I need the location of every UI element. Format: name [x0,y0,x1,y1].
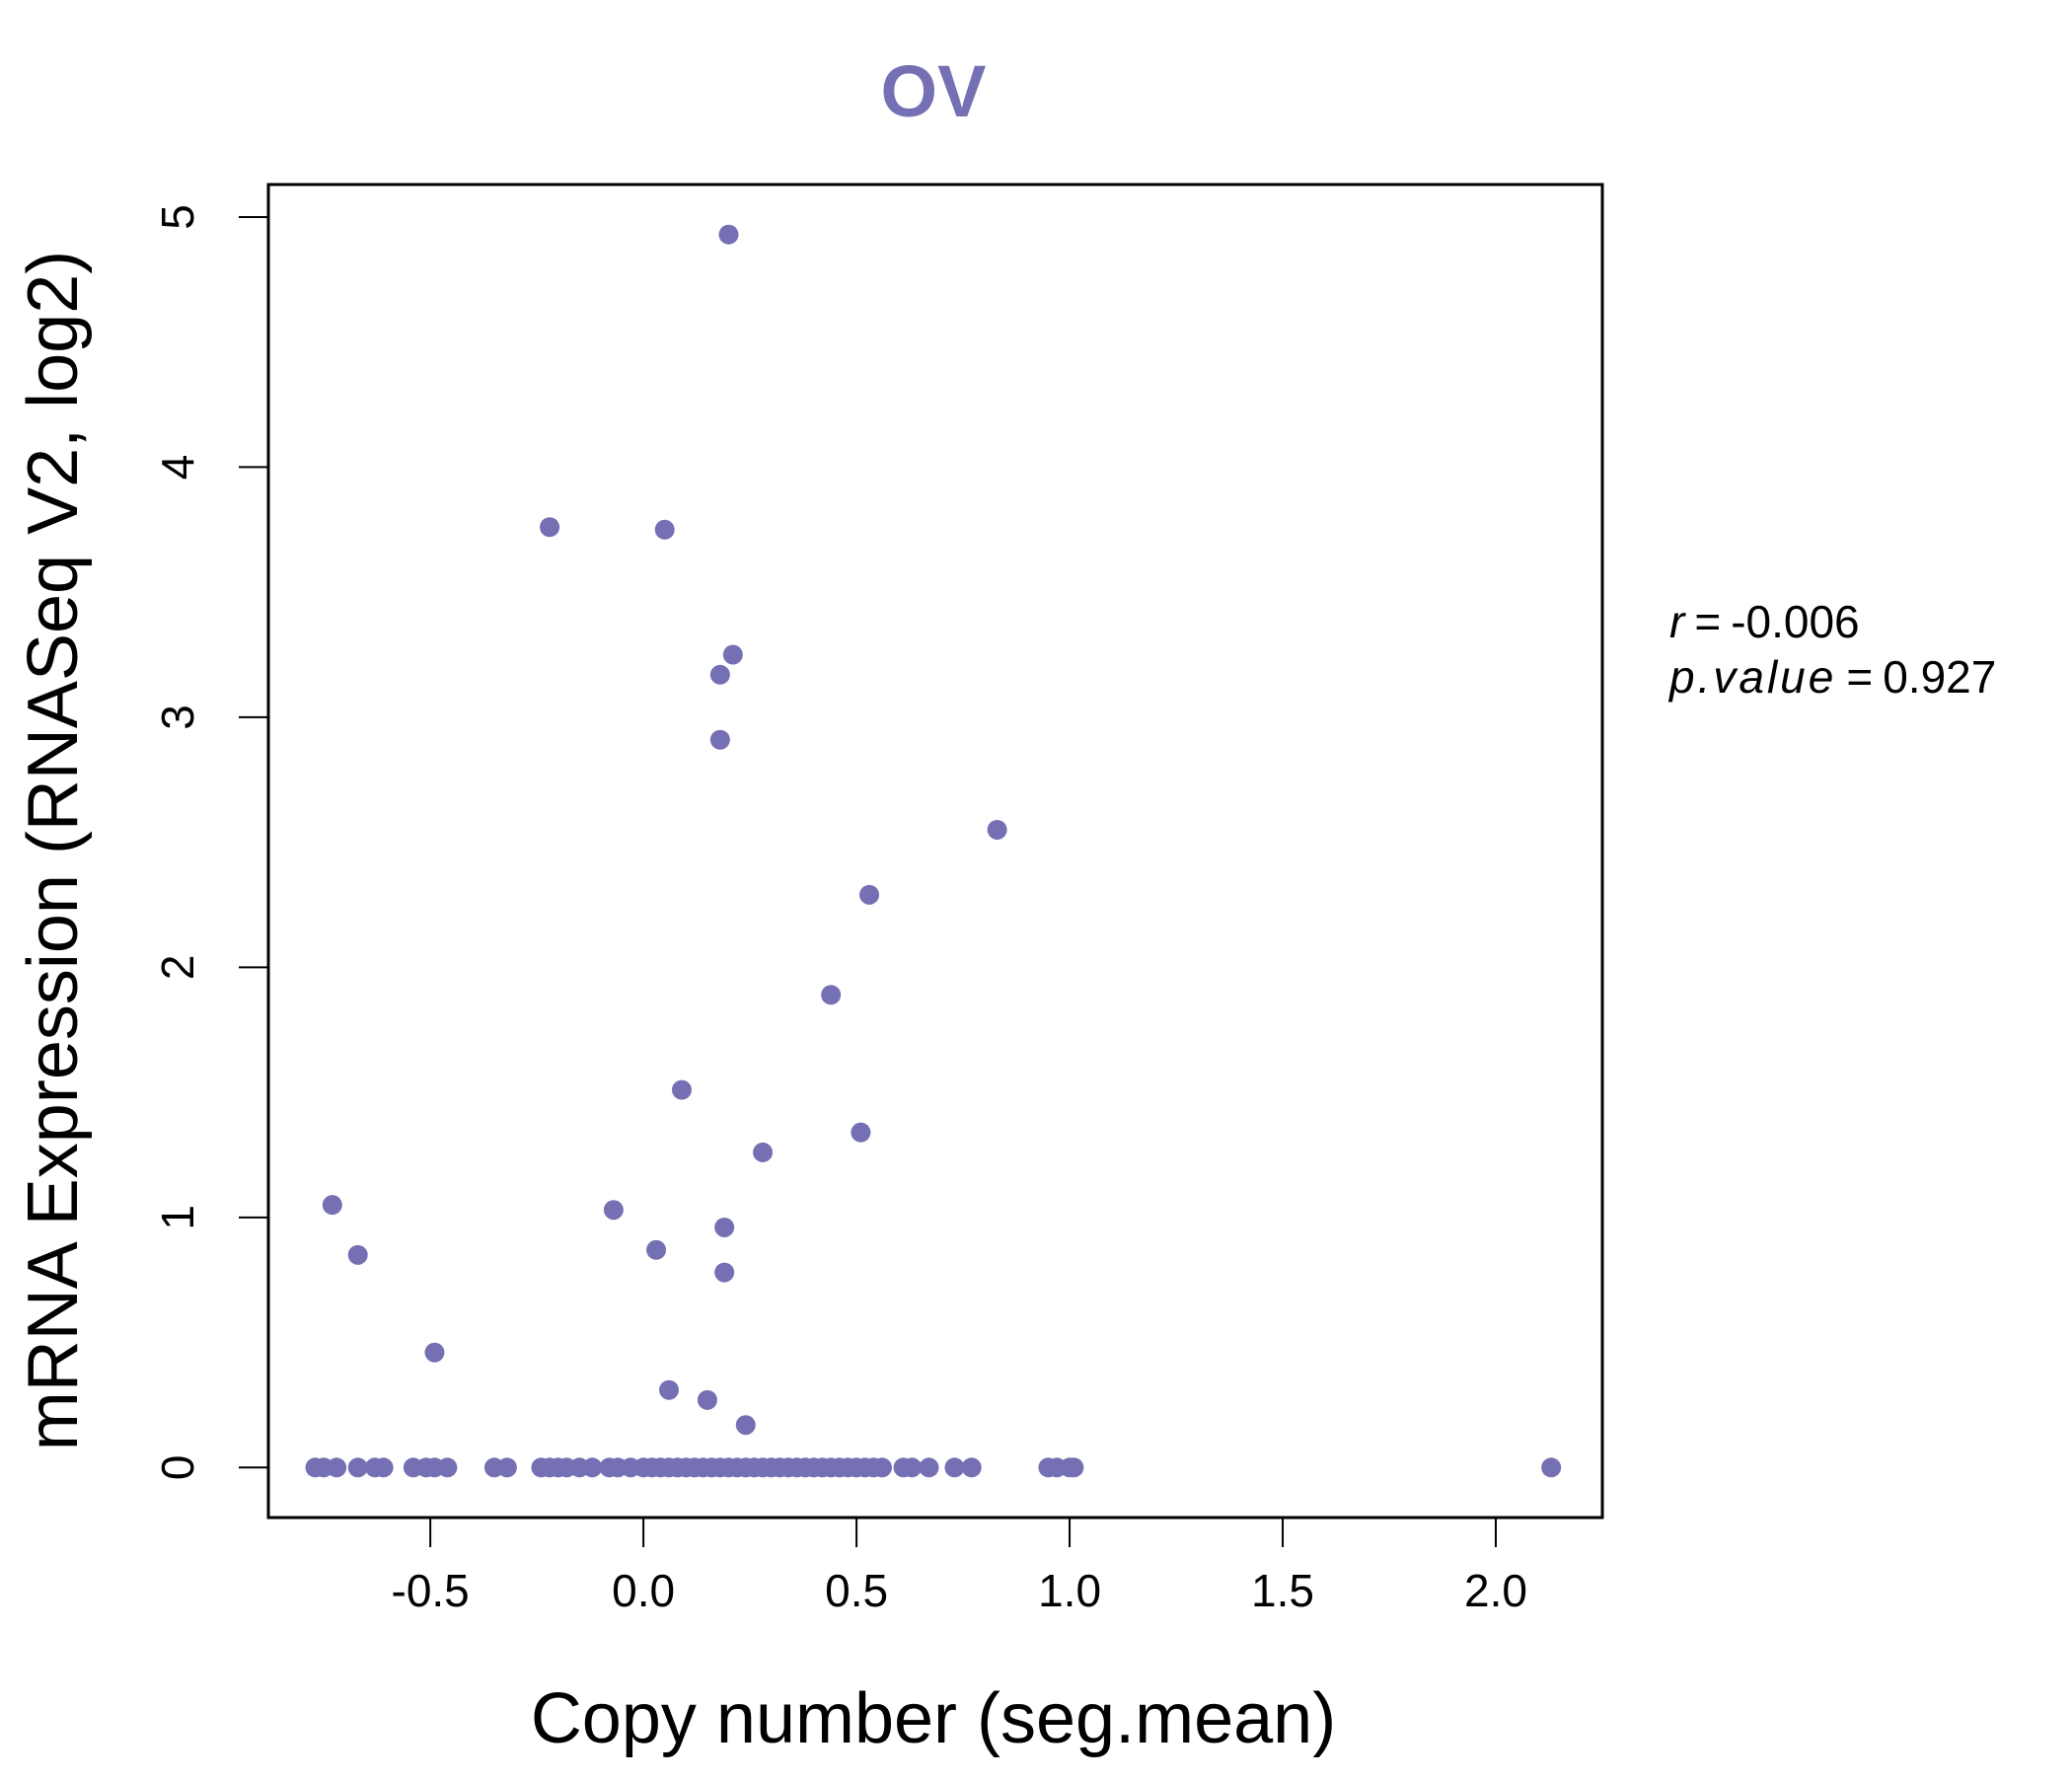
y-tick-label: 2 [152,955,203,981]
data-point [540,517,560,538]
data-point [709,664,730,685]
data-point [735,1415,756,1436]
data-point [722,644,743,665]
y-tick-label: 0 [152,1455,203,1481]
data-point [603,1200,624,1221]
data-point [872,1457,893,1478]
x-tick-label: 2.0 [1464,1565,1527,1616]
data-point [859,884,880,905]
p-label: p.value [1667,651,1836,703]
data-point [709,729,730,750]
p-annotation: p.value = 0.927 [1667,651,1996,703]
data-point [373,1457,394,1478]
data-point [496,1457,517,1478]
y-axis: 0 1 2 3 4 5 [152,204,269,1481]
data-point [437,1457,458,1478]
data-point [714,1217,735,1237]
p-value: 0.927 [1883,651,1996,703]
r-annotation: r = -0.006 [1669,596,1860,647]
y-tick-label: 5 [152,204,203,230]
data-point [327,1457,347,1478]
data-points [305,224,1562,1478]
data-point [1064,1457,1084,1478]
x-axis-label: Copy number (seg.mean) [531,1679,1336,1758]
chart-title: OV [881,50,987,132]
data-point [821,985,842,1005]
y-tick-label: 3 [152,705,203,730]
plot-frame [266,183,1604,1520]
data-point [582,1457,603,1478]
correlation-annotation: r = -0.006 p.value = 0.927 [1667,596,1996,703]
r-label: r [1669,596,1686,647]
data-point [347,1457,368,1478]
data-point [322,1195,342,1216]
data-point [659,1379,680,1400]
data-point [654,519,675,540]
data-point [919,1457,939,1478]
data-point [671,1079,692,1100]
data-point [1541,1457,1562,1478]
data-point [961,1457,982,1478]
x-tick-label: 0.5 [825,1565,888,1616]
x-tick-label: 0.0 [612,1565,675,1616]
data-point [646,1239,667,1260]
x-axis: -0.5 0.0 0.5 1.0 1.5 2.0 [392,1517,1527,1616]
data-point [902,1457,923,1478]
y-tick-label: 1 [152,1205,203,1230]
x-tick-label: 1.0 [1038,1565,1101,1616]
data-point [944,1457,965,1478]
data-point [697,1389,717,1410]
data-point [718,224,739,245]
data-point [424,1342,445,1363]
data-point [987,819,1007,840]
r-value: -0.006 [1731,596,1859,647]
x-tick-label: -0.5 [392,1565,470,1616]
y-axis-label: mRNA Expression (RNASeq V2, log2) [14,251,93,1450]
data-point [753,1142,774,1162]
data-point [347,1244,368,1265]
data-point [851,1122,871,1143]
x-tick-label: 1.5 [1251,1565,1314,1616]
data-point [714,1262,735,1283]
y-tick-label: 4 [152,455,203,481]
